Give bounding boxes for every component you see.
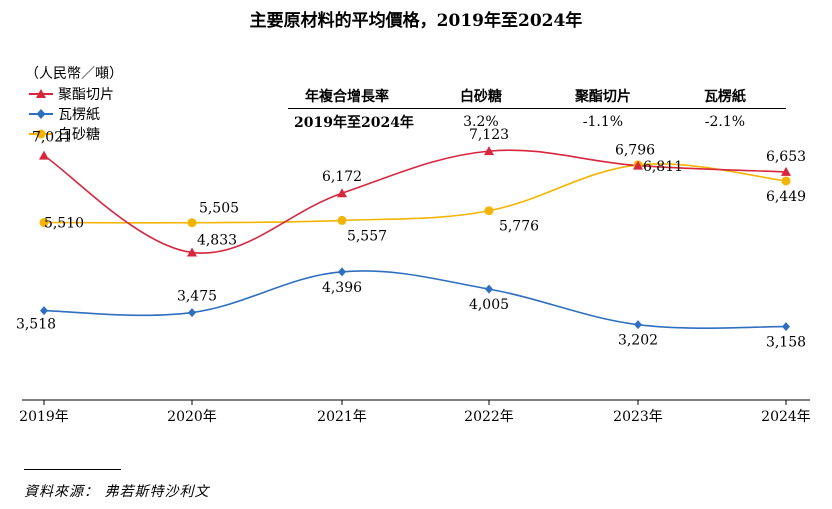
legend-label-corrugated: 瓦楞紙 <box>58 107 100 123</box>
legend-label-sugar: 白砂糖 <box>58 127 100 143</box>
data-point-marker <box>484 206 494 216</box>
legend-item-polyester: 聚酯切片 <box>28 84 114 104</box>
data-label: 3,202 <box>618 333 658 349</box>
data-point-marker <box>633 160 643 170</box>
data-label: 7,123 <box>469 127 509 143</box>
x-tick-label: 2021年 <box>317 409 367 425</box>
data-point-marker <box>484 146 494 156</box>
cagr-period: 2019年至2024年 <box>294 115 414 131</box>
cagr-header-title: 年複合增長率 <box>288 86 420 109</box>
data-label: 4,396 <box>322 280 362 296</box>
x-tick-label: 2020年 <box>167 409 217 425</box>
cagr-header-row: 年複合增長率 白砂糖 聚酯切片 瓦楞紙 <box>288 86 786 109</box>
data-label: 3,158 <box>766 335 806 351</box>
data-label: 3,475 <box>177 289 217 305</box>
chart-title: 主要原材料的平均價格，2019年至2024年 <box>249 11 583 31</box>
cagr-value-corrugated: -2.1% <box>704 114 746 130</box>
legend-line-sugar-icon <box>29 129 53 139</box>
data-point-marker <box>187 218 197 228</box>
data-label: 3,518 <box>16 317 56 333</box>
data-point-marker <box>39 150 49 160</box>
legend-line-corrugated-icon <box>29 109 53 119</box>
legend-label-polyester: 聚酯切片 <box>58 87 114 103</box>
data-point-marker <box>187 247 197 257</box>
data-label: 6,796 <box>615 143 655 159</box>
data-label: 5,776 <box>499 219 539 235</box>
data-label: 5,505 <box>199 201 239 217</box>
data-point-marker <box>39 218 49 228</box>
data-point-marker <box>337 215 347 225</box>
unit-label: （人民幣／噸） <box>25 66 123 82</box>
series-line-0 <box>43 149 787 254</box>
data-label: 5,557 <box>347 228 387 244</box>
data-label: 6,811 <box>643 159 683 175</box>
source-note: 資料來源： 弗若斯特沙利文 <box>24 484 210 500</box>
data-label: 6,449 <box>766 189 806 205</box>
data-point-marker <box>338 267 346 277</box>
data-point-marker <box>337 188 347 198</box>
data-label: 7,021 <box>32 130 72 146</box>
data-label: 5,510 <box>44 216 84 232</box>
x-tick-label: 2022年 <box>464 409 514 425</box>
data-point-marker <box>781 176 791 186</box>
data-label: 6,653 <box>766 149 806 165</box>
source-divider <box>24 469 121 470</box>
series-line-2 <box>43 163 787 224</box>
legend-item-corrugated: 瓦楞紙 <box>28 104 100 124</box>
series-line-1 <box>43 270 787 329</box>
x-tick-label: 2024年 <box>761 409 811 425</box>
data-label: 4,833 <box>197 232 237 248</box>
cagr-data-row: 2019年至2024年 3.2% -1.1% -2.1% <box>288 109 786 133</box>
x-tick-label: 2019年 <box>19 409 69 425</box>
cagr-header-sugar: 白砂糖 <box>419 86 542 109</box>
cagr-header-corrugated: 瓦楞紙 <box>663 86 786 109</box>
data-label: 4,005 <box>469 297 509 313</box>
cagr-header-polyester: 聚酯切片 <box>541 86 664 109</box>
data-point-marker <box>634 320 642 330</box>
data-point-marker <box>782 322 790 332</box>
cagr-value-sugar: 3.2% <box>463 114 499 130</box>
data-point-marker <box>40 306 48 316</box>
x-tick-label: 2023年 <box>613 409 663 425</box>
cagr-table: 年複合增長率 白砂糖 聚酯切片 瓦楞紙 2019年至2024年 3.2% -1.… <box>288 86 786 132</box>
data-point-marker <box>781 166 791 176</box>
data-point-marker <box>485 284 493 294</box>
legend-item-sugar: 白砂糖 <box>28 124 100 144</box>
data-point-marker <box>188 308 196 318</box>
legend-line-polyester-icon <box>29 89 53 98</box>
cagr-value-polyester: -1.1% <box>582 114 624 130</box>
data-label: 6,172 <box>322 169 362 185</box>
